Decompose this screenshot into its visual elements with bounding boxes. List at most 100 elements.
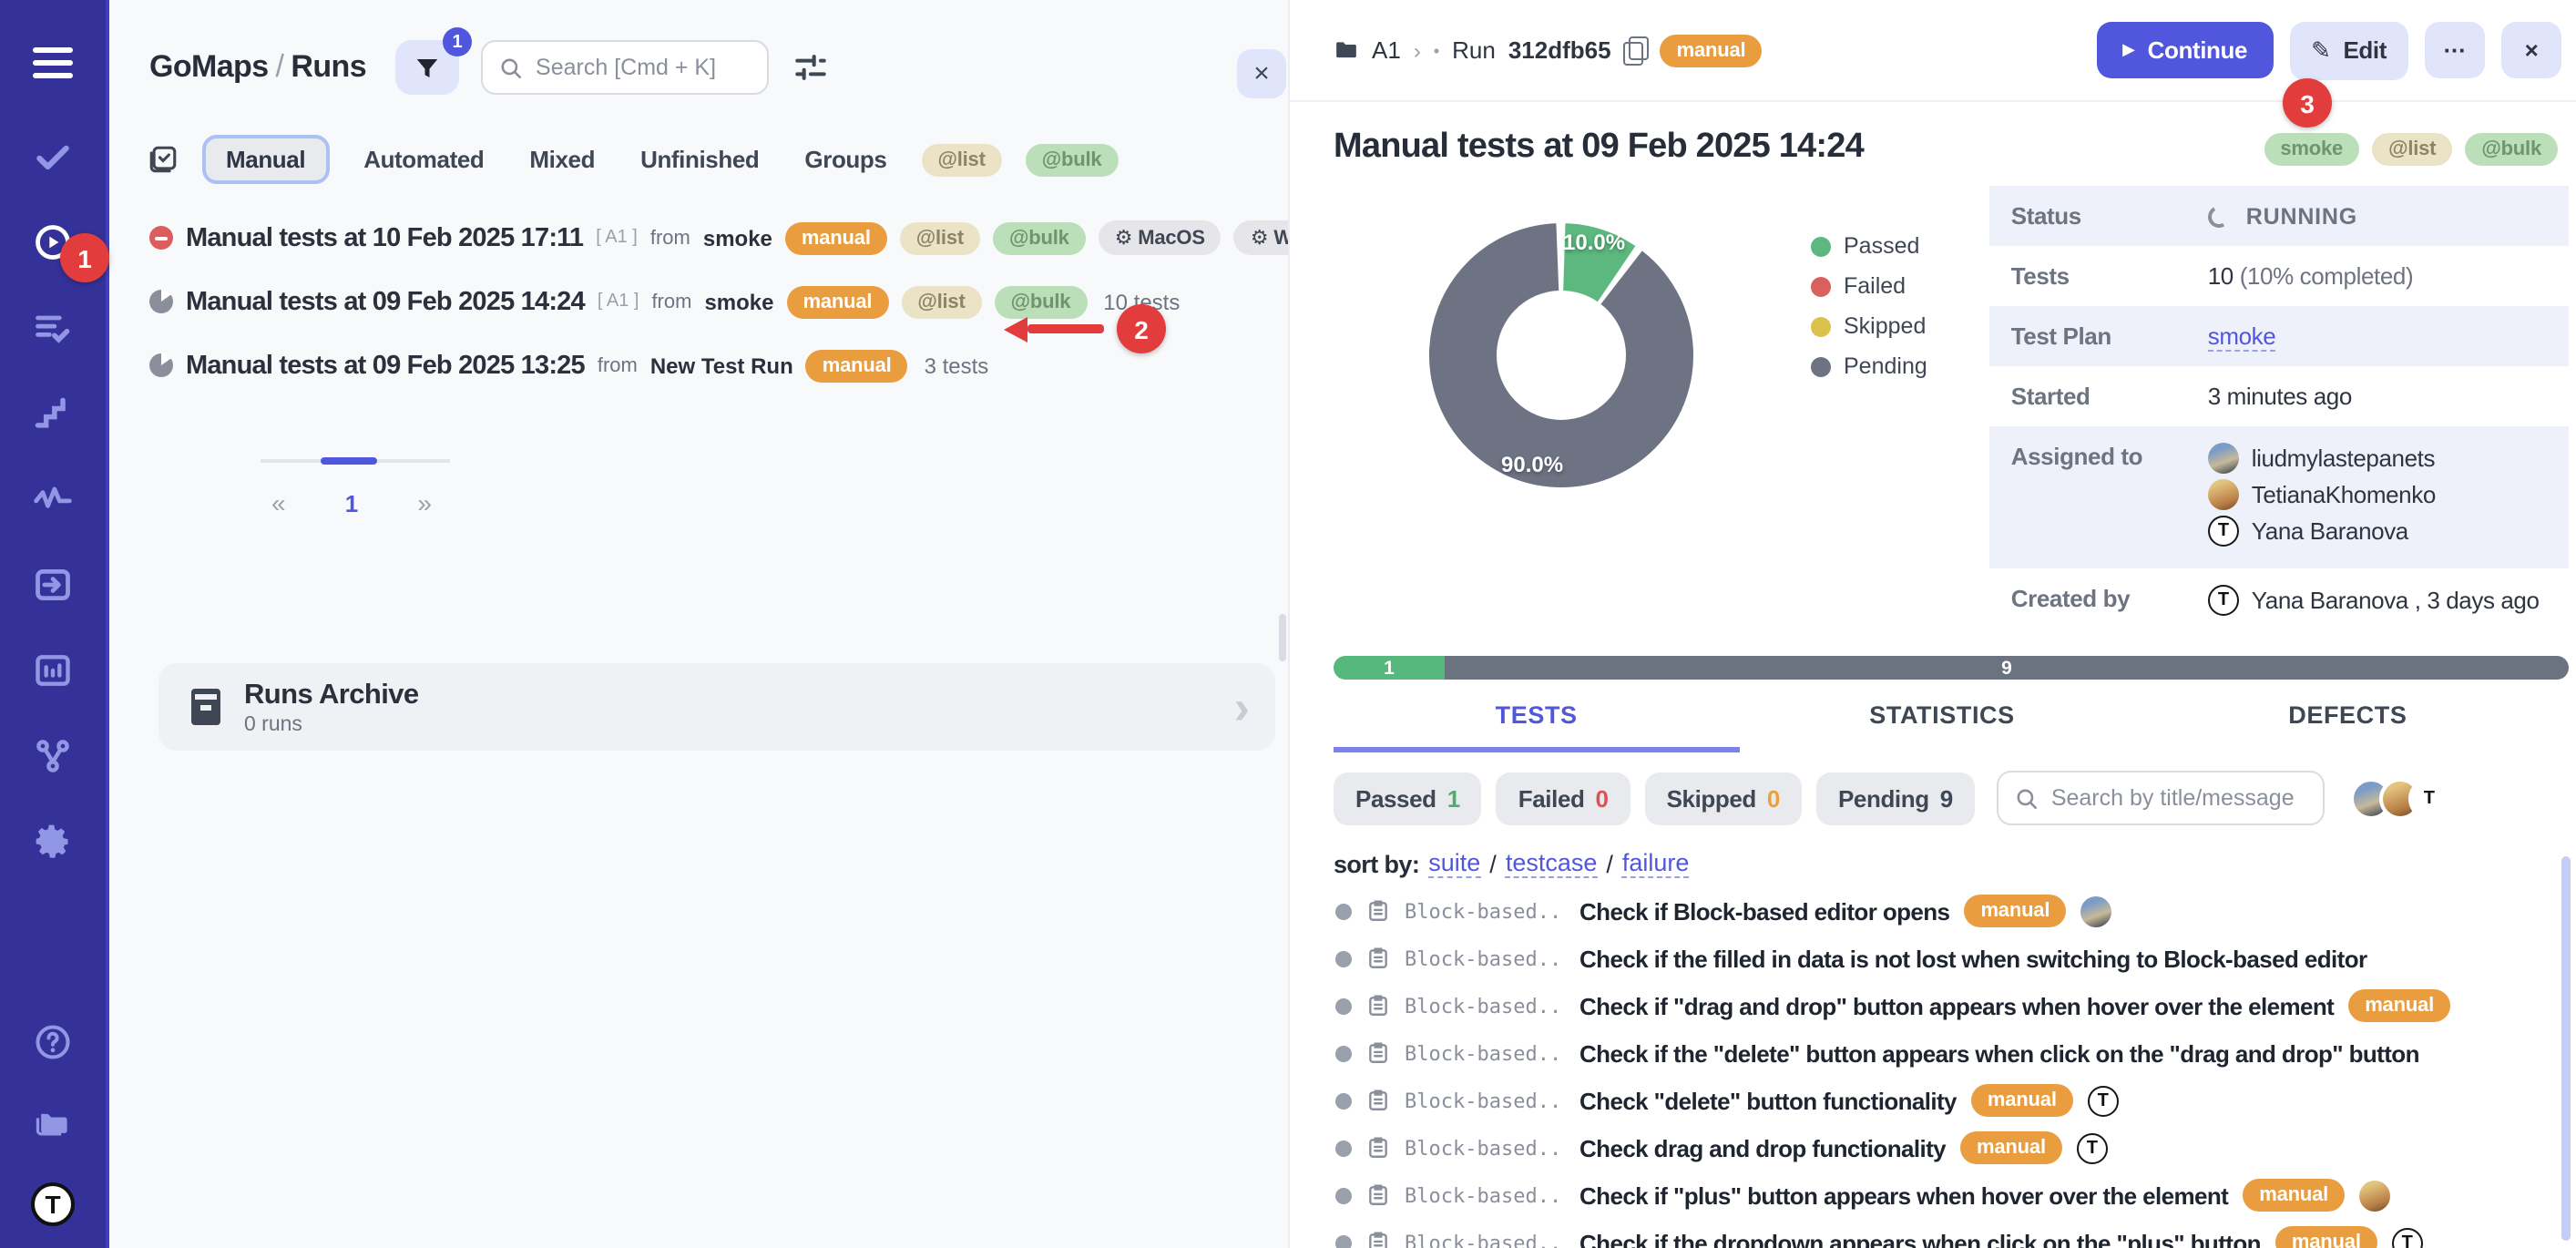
test-row[interactable]: Block-based... Check if Block-based edit…	[1290, 887, 2576, 935]
tests-completed-note: (10% completed)	[2239, 262, 2414, 290]
test-row[interactable]: Block-based... Check if "drag and drop" …	[1290, 982, 2576, 1029]
hamburger-menu-icon[interactable]	[33, 47, 73, 78]
tag-filter-bulk[interactable]: @bulk	[1025, 143, 1119, 176]
test-tag: manual	[1960, 1131, 2062, 1164]
run-detail-tag[interactable]: @list	[2372, 133, 2453, 166]
archive-count: 0 runs	[244, 713, 302, 735]
copy-icon[interactable]	[1623, 36, 1650, 66]
tab-automated[interactable]: Automated	[363, 146, 485, 173]
test-row[interactable]: Block-based... Check if "plus" button ap…	[1290, 1171, 2576, 1219]
test-row[interactable]: Block-based... Check "delete" button fun…	[1290, 1077, 2576, 1124]
test-row[interactable]: Block-based... Check if the filled in da…	[1290, 935, 2576, 982]
run-tag[interactable]: manual	[784, 221, 887, 254]
assignee-avatar-stack[interactable]: T	[2349, 777, 2450, 819]
run-row[interactable]: Manual tests at 09 Feb 2025 14:24 [ A1 ]…	[109, 270, 1288, 333]
checkmark-icon[interactable]	[33, 137, 73, 177]
run-detail-panel: A1 › • Run 312dfb65 manual ▶ Continue ✎ Ed…	[1288, 0, 2576, 1248]
test-title: Check if the filled in data is not lost …	[1579, 945, 2367, 972]
pagination-page-1[interactable]: 1	[344, 489, 359, 517]
test-title: Check "delete" button functionality	[1579, 1087, 1958, 1114]
help-circle-icon[interactable]	[33, 1022, 73, 1062]
test-title: Check drag and drop functionality	[1579, 1134, 1947, 1161]
tab-manual[interactable]: Manual	[202, 135, 330, 184]
test-title: Check if Block-based editor opens	[1579, 897, 1950, 925]
avatar[interactable]: T	[2407, 777, 2450, 819]
tab-statistics[interactable]: STATISTICS	[1869, 701, 2015, 729]
chevron-right-icon: ›	[1233, 680, 1250, 734]
run-detail-tag[interactable]: @bulk	[2465, 133, 2558, 166]
view-settings-icon[interactable]	[791, 47, 831, 87]
account-avatar[interactable]: T	[31, 1182, 75, 1226]
run-tag[interactable]: @list	[899, 221, 980, 254]
pagination-prev[interactable]: «	[271, 488, 286, 517]
tab-tests[interactable]: TESTS	[1334, 701, 1740, 752]
edit-button[interactable]: ✎ Edit	[2289, 21, 2408, 79]
filter-button[interactable]: 1	[395, 27, 473, 95]
test-plan-link[interactable]: smoke	[2207, 322, 2276, 352]
testcase-icon	[1369, 1232, 1387, 1248]
play-icon: ▶	[2122, 40, 2135, 58]
gear-icon[interactable]	[33, 822, 73, 862]
test-status-dot	[1335, 1187, 1352, 1203]
sort-by-suite[interactable]: suite	[1428, 849, 1481, 878]
run-tag[interactable]: @list	[901, 285, 982, 318]
panel-close-button[interactable]: ×	[1237, 49, 1286, 98]
run-tag[interactable]: manual	[805, 349, 908, 382]
breadcrumb-page: Runs	[291, 49, 367, 84]
select-all-icon[interactable]	[148, 144, 179, 175]
tab-mixed[interactable]: Mixed	[529, 146, 596, 173]
runs-list: Manual tests at 10 Feb 2025 17:11 [ A1 ]…	[109, 206, 1288, 397]
runs-search[interactable]	[481, 40, 770, 95]
pencil-icon: ✎	[2311, 36, 2331, 63]
run-from-label: from	[597, 354, 638, 376]
close-detail-button[interactable]: ×	[2501, 22, 2561, 78]
steps-icon[interactable]	[33, 394, 73, 434]
run-row[interactable]: Manual tests at 10 Feb 2025 17:11 [ A1 ]…	[109, 206, 1288, 270]
runs-archive-card[interactable]: Runs Archive 0 runs ›	[158, 663, 1275, 751]
run-tag[interactable]: @bulk	[994, 285, 1088, 318]
sort-by-testcase[interactable]: testcase	[1505, 849, 1598, 878]
run-tag[interactable]: @bulk	[993, 221, 1086, 254]
sidebar: T	[0, 0, 109, 1248]
breadcrumb-project[interactable]: GoMaps	[149, 49, 269, 84]
tab-groups[interactable]: Groups	[804, 146, 887, 173]
test-row[interactable]: Block-based... Check if the "delete" but…	[1290, 1029, 2576, 1077]
tab-unfinished[interactable]: Unfinished	[640, 146, 760, 173]
run-env-tag[interactable]: ⚙Windows	[1233, 220, 1288, 255]
left-panel-scrollbar[interactable]	[1279, 614, 1286, 661]
continue-button[interactable]: ▶ Continue	[2097, 22, 2274, 78]
checklist-icon[interactable]	[33, 308, 73, 348]
run-detail-tag[interactable]: smoke	[2264, 133, 2360, 166]
tab-defects[interactable]: DEFECTS	[2288, 701, 2407, 729]
breadcrumb-suite[interactable]: A1	[1372, 36, 1401, 64]
chip-passed[interactable]: Passed 1	[1334, 772, 1482, 824]
tag-filter-list[interactable]: @list	[921, 143, 1002, 176]
runs-list-panel: GoMaps/Runs 1 × Manual Automated Mixed U…	[109, 0, 1288, 1248]
run-row[interactable]: Manual tests at 09 Feb 2025 13:25 from N…	[109, 333, 1288, 397]
chip-failed[interactable]: Failed 0	[1496, 772, 1630, 824]
search-input[interactable]	[536, 55, 751, 80]
pagination-next[interactable]: »	[417, 488, 432, 517]
sort-by-failure[interactable]: failure	[1621, 849, 1690, 878]
tests-list: Block-based... Check if Block-based edit…	[1290, 887, 2576, 1248]
testcase-icon	[1369, 1137, 1387, 1158]
run-tag[interactable]: manual	[786, 285, 889, 318]
test-suite: Block-based...	[1405, 1231, 1565, 1248]
test-row[interactable]: Block-based... Check drag and drop funct…	[1290, 1124, 2576, 1171]
chip-skipped[interactable]: Skipped 0	[1644, 772, 1802, 824]
bar-chart-icon[interactable]	[33, 650, 73, 690]
import-box-icon[interactable]	[33, 565, 73, 605]
run-source: smoke	[702, 225, 772, 251]
run-env-tag[interactable]: ⚙ MacOS	[1098, 220, 1222, 255]
detail-panel-scrollbar[interactable]	[2561, 856, 2571, 1241]
pulse-icon[interactable]	[33, 479, 73, 519]
assignee-name: liudmylastepanets	[2251, 445, 2436, 472]
branch-icon[interactable]	[33, 736, 73, 776]
run-type-tag: manual	[1660, 34, 1763, 66]
more-button[interactable]: ···	[2425, 22, 2485, 78]
folders-icon[interactable]	[33, 1102, 73, 1142]
tests-search[interactable]	[1996, 771, 2325, 825]
test-row[interactable]: Block-based... Check if the dropdown app…	[1290, 1219, 2576, 1248]
chip-pending[interactable]: Pending 9	[1815, 772, 1975, 824]
tests-search-input[interactable]	[2050, 785, 2306, 811]
